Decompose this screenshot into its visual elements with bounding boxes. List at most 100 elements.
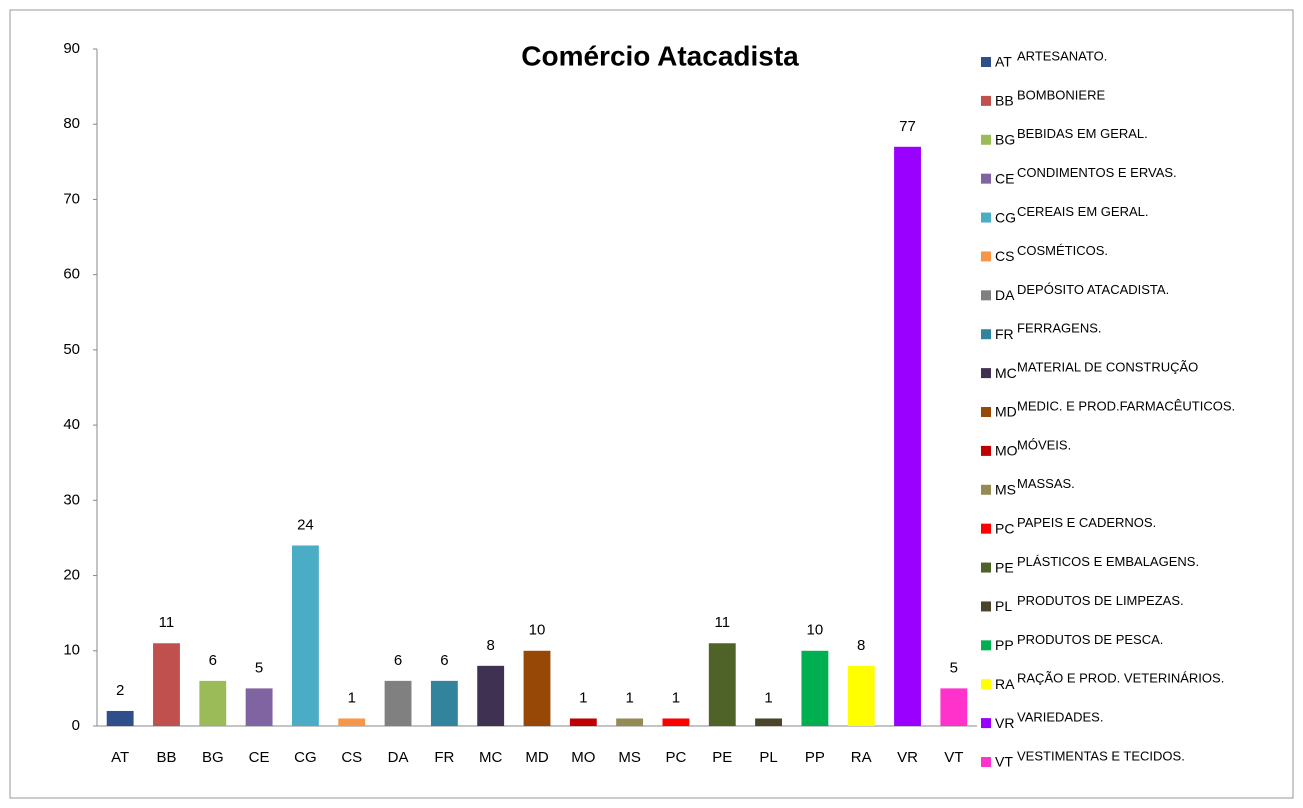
x-tick-label: VT [944, 749, 963, 766]
y-tick-label: 0 [72, 717, 80, 734]
legend-code: CS [995, 248, 1014, 264]
y-tick-label: 30 [63, 491, 80, 508]
x-tick-label: CE [249, 749, 270, 766]
x-tick-label: VR [897, 749, 918, 766]
y-tick-label: 50 [63, 341, 80, 358]
x-tick-label: PP [805, 749, 825, 766]
bar [291, 545, 319, 726]
legend-code: BG [995, 131, 1015, 147]
legend-swatch [981, 562, 991, 573]
data-label: 10 [529, 622, 546, 639]
legend-code: CE [995, 170, 1014, 186]
bar [894, 146, 921, 727]
legend-swatch [981, 640, 991, 651]
bar [940, 688, 968, 726]
legend-label: BOMBONIERE [1017, 87, 1105, 102]
legend-swatch [981, 212, 991, 223]
legend-swatch [981, 95, 991, 106]
legend-swatch [981, 679, 991, 690]
legend-swatch [981, 601, 991, 612]
legend-label: DEPÓSITO ATACADISTA. [1017, 282, 1169, 297]
x-tick-label: PE [712, 749, 732, 766]
legend-swatch [981, 523, 991, 534]
y-tick-label: 20 [63, 567, 80, 584]
legend-label: CEREAIS EM GERAL. [1017, 204, 1148, 219]
y-tick-label: 80 [63, 115, 80, 132]
legend-label: BEBIDAS EM GERAL. [1017, 126, 1148, 141]
x-tick-label: BG [202, 749, 224, 766]
legend-code: MS [995, 481, 1016, 497]
data-label: 1 [348, 689, 356, 706]
legend-code: BB [995, 93, 1014, 109]
data-label: 2 [116, 682, 124, 699]
legend-label: ARTESANATO. [1017, 48, 1107, 63]
x-tick-label: DA [388, 749, 409, 766]
legend-code: DA [995, 287, 1015, 303]
x-tick-label: PL [759, 749, 777, 766]
data-label: 24 [297, 516, 314, 533]
legend-swatch [981, 57, 991, 67]
chart-title: Comércio Atacadista [521, 40, 799, 71]
data-label: 5 [255, 659, 263, 676]
legend-code: PP [995, 637, 1014, 653]
legend-label: RAÇÃO E PROD. VETERINÁRIOS. [1017, 671, 1224, 686]
x-tick-label: AT [111, 749, 129, 766]
legend-code: PC [995, 520, 1014, 536]
bar [616, 718, 644, 726]
legend-code: RA [995, 676, 1015, 692]
legend-label: MEDIC. E PROD.FARMACÊUTICOS. [1017, 398, 1235, 413]
data-label: 11 [714, 614, 730, 631]
data-label: 1 [672, 689, 680, 706]
data-label: 8 [857, 637, 865, 654]
legend-code: CG [995, 209, 1016, 225]
data-label: 5 [950, 659, 958, 676]
data-label: 1 [625, 689, 633, 706]
legend-code: AT [995, 54, 1012, 70]
legend-swatch [981, 290, 991, 301]
data-label: 6 [209, 652, 217, 669]
data-label: 11 [159, 614, 175, 631]
legend-label: VESTIMENTAS E TECIDOS. [1017, 748, 1185, 763]
bar [245, 688, 273, 726]
bar [430, 680, 458, 726]
data-label: 10 [807, 622, 824, 639]
y-tick-label: 10 [63, 642, 80, 659]
x-tick-label: PC [666, 749, 687, 766]
legend-label: COSMÉTICOS. [1017, 243, 1108, 258]
legend-code: VR [995, 715, 1014, 731]
legend-swatch [981, 251, 991, 262]
legend-swatch [981, 134, 991, 145]
bar [662, 718, 690, 726]
legend-code: MO [995, 443, 1018, 459]
data-label: 6 [394, 652, 402, 669]
legend-code: PL [995, 598, 1012, 614]
legend-label: FERRAGENS. [1017, 321, 1102, 336]
x-tick-label: MO [571, 749, 595, 766]
legend-label: PAPEIS E CADERNOS. [1017, 515, 1156, 530]
bar [338, 718, 366, 726]
legend-label: VARIEDADES. [1017, 710, 1103, 725]
x-tick-label: CG [294, 749, 317, 766]
x-tick-label: FR [434, 749, 454, 766]
legend-swatch [981, 329, 991, 340]
data-label: 8 [487, 637, 495, 654]
legend-label: CONDIMENTOS E ERVAS. [1017, 165, 1177, 180]
legend-swatch [981, 368, 991, 379]
data-label: 6 [440, 652, 448, 669]
y-tick-label: 90 [63, 40, 80, 57]
legend-label: MÓVEIS. [1017, 437, 1071, 452]
legend-label: PLÁSTICOS E EMBALAGENS. [1017, 554, 1199, 569]
bar [106, 710, 134, 726]
x-tick-label: MD [525, 749, 548, 766]
bar [199, 680, 227, 726]
y-tick-label: 70 [63, 190, 80, 207]
legend-swatch [981, 173, 991, 184]
legend-code: PE [995, 559, 1014, 575]
y-tick-label: 60 [63, 266, 80, 283]
legend-label: MATERIAL DE CONSTRUÇÃO [1017, 360, 1198, 375]
legend-label: MASSAS. [1017, 476, 1075, 491]
legend-code: MC [995, 365, 1017, 381]
legend-code: MD [995, 404, 1017, 420]
x-tick-label: MC [479, 749, 502, 766]
bar [153, 643, 180, 726]
